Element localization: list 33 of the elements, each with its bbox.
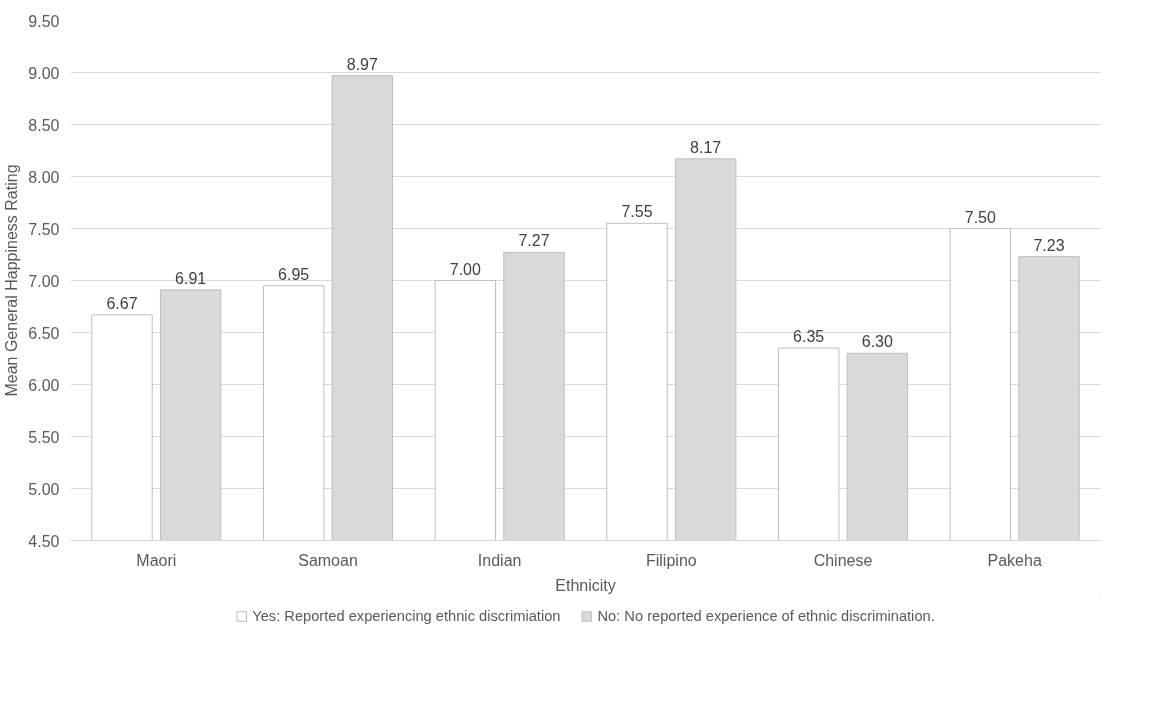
y-tick-label: 4.50 bbox=[28, 532, 60, 550]
data-label: 6.95 bbox=[278, 265, 310, 283]
y-axis-title: Mean General Happiness Rating bbox=[3, 164, 21, 397]
data-label: 7.23 bbox=[1033, 236, 1065, 254]
data-label: 7.27 bbox=[518, 232, 550, 250]
data-label: 6.30 bbox=[861, 333, 894, 351]
y-tick-label: 7.00 bbox=[28, 272, 60, 290]
data-label: 7.55 bbox=[621, 203, 653, 221]
y-tick-label: 5.00 bbox=[28, 480, 60, 498]
x-tick-label: Samoan bbox=[298, 551, 358, 569]
x-tick-label: Pakeha bbox=[987, 551, 1042, 569]
legend-label: No: No reported experience of ethnic discrimination. bbox=[597, 608, 935, 624]
x-tick-label: Maori bbox=[136, 551, 177, 569]
x-tick-label: Indian bbox=[477, 551, 522, 569]
x-tick-label: Filipino bbox=[645, 551, 697, 569]
y-tick-label: 6.50 bbox=[28, 324, 60, 342]
data-label: 8.17 bbox=[690, 138, 722, 156]
x-tick-label: Chinese bbox=[813, 551, 873, 569]
data-label: 6.35 bbox=[793, 328, 825, 346]
data-label: 7.50 bbox=[964, 208, 997, 226]
x-axis-title: Ethnicity bbox=[555, 576, 616, 594]
y-tick-label: 9.00 bbox=[28, 64, 60, 82]
data-label: 7.00 bbox=[449, 260, 482, 278]
y-tick-label: 7.50 bbox=[28, 220, 60, 238]
y-tick-label: 9.50 bbox=[28, 12, 60, 30]
data-label: 8.97 bbox=[346, 55, 379, 73]
y-tick-label: 6.00 bbox=[28, 376, 60, 394]
y-tick-label: 5.50 bbox=[28, 428, 60, 446]
data-label: 6.67 bbox=[106, 294, 138, 312]
y-tick-label: 8.00 bbox=[28, 168, 60, 186]
data-label: 6.91 bbox=[175, 269, 207, 287]
legend-label: Yes: Reported experiencing ethnic discrimiation bbox=[252, 608, 561, 624]
y-tick-label: 8.50 bbox=[28, 116, 60, 134]
